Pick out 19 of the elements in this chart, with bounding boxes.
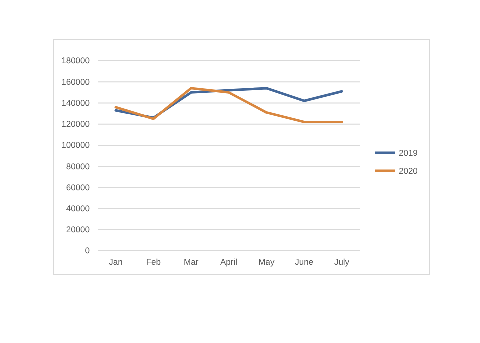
legend-label: 2019 bbox=[399, 148, 418, 158]
y-tick-label: 80000 bbox=[66, 161, 90, 172]
x-tick-label: July bbox=[334, 257, 350, 268]
y-tick-label: 100000 bbox=[62, 140, 90, 150]
y-tick-label: 160000 bbox=[62, 76, 90, 87]
y-tick-label: 0 bbox=[85, 246, 90, 256]
y-tick-label: 20000 bbox=[66, 224, 90, 235]
y-tick-label: 40000 bbox=[66, 204, 90, 214]
y-tick-label: 120000 bbox=[62, 119, 90, 130]
y-tick-label: 140000 bbox=[62, 98, 90, 108]
x-tick-label: Jan bbox=[109, 257, 124, 268]
x-tick-label: April bbox=[220, 257, 238, 268]
x-tick-label: Mar bbox=[184, 257, 199, 268]
y-tick-label: 180000 bbox=[62, 56, 90, 66]
legend-label: 2020 bbox=[399, 166, 418, 176]
x-tick-label: May bbox=[258, 257, 276, 268]
x-tick-label: Feb bbox=[146, 257, 162, 268]
x-tick-label: June bbox=[295, 257, 314, 268]
y-tick-label: 60000 bbox=[66, 182, 90, 192]
